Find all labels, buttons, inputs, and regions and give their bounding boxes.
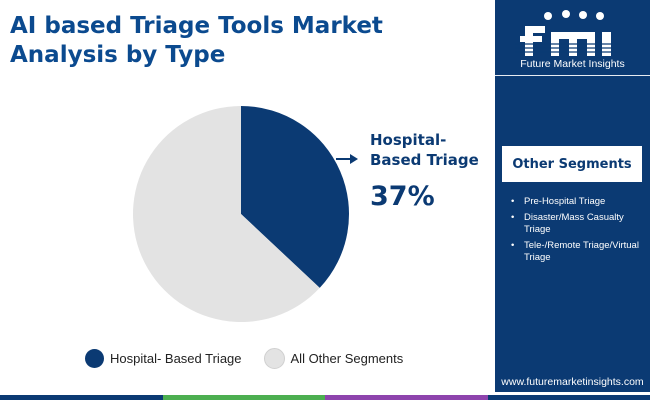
bottom-bar-segment: [162, 395, 325, 400]
sidebar: Future Market Insights Other Segments Pr…: [495, 0, 650, 392]
pie-slice-other: [133, 106, 320, 322]
pie-slices: [133, 106, 350, 322]
pie-chart: [133, 106, 358, 322]
bottom-bar-segment: [487, 395, 650, 400]
callout-label-line1: Hospital-: [370, 131, 447, 149]
bottom-color-bar: [0, 395, 650, 400]
sidebar-divider: [495, 75, 650, 76]
legend-item-hospital: Hospital- Based Triage: [85, 349, 242, 368]
legend-item-other: All Other Segments: [263, 348, 404, 369]
pie-slice-hospital: [241, 106, 350, 288]
logo-stripes: [515, 43, 620, 53]
bottom-bar-segment: [0, 395, 163, 400]
logo-text: Future Market Insights: [520, 58, 625, 70]
page-title: AI based Triage Tools Market Analysis by…: [10, 13, 383, 68]
segment-item: Disaster/Mass Casualty Triage: [509, 212, 644, 237]
segment-item: Pre-Hospital Triage: [509, 196, 644, 209]
legend-swatch-other: [263, 348, 285, 369]
legend-swatch-hospital: [85, 349, 104, 368]
callout-arrow: [336, 154, 358, 164]
website-link[interactable]: www.futuremarketinsights.com: [501, 376, 644, 388]
bottom-bar-segment: [325, 395, 488, 400]
logo-icons: [544, 10, 604, 20]
fmi-logo: [515, 10, 620, 56]
callout-label-line2: Based Triage: [370, 151, 479, 169]
segment-item: Tele-/Remote Triage/Virtual Triage: [509, 240, 644, 265]
legend-label-hospital: Hospital- Based Triage: [110, 351, 242, 366]
legend-label-other: All Other Segments: [290, 351, 404, 366]
callout-label: Hospital- Based Triage: [370, 130, 479, 170]
other-segments-title: Other Segments: [502, 146, 642, 182]
callout-value: 37%: [370, 181, 435, 212]
other-segments-list: Pre-Hospital Triage Disaster/Mass Casual…: [509, 196, 644, 268]
legend: Hospital- Based Triage All Other Segment…: [85, 348, 425, 369]
